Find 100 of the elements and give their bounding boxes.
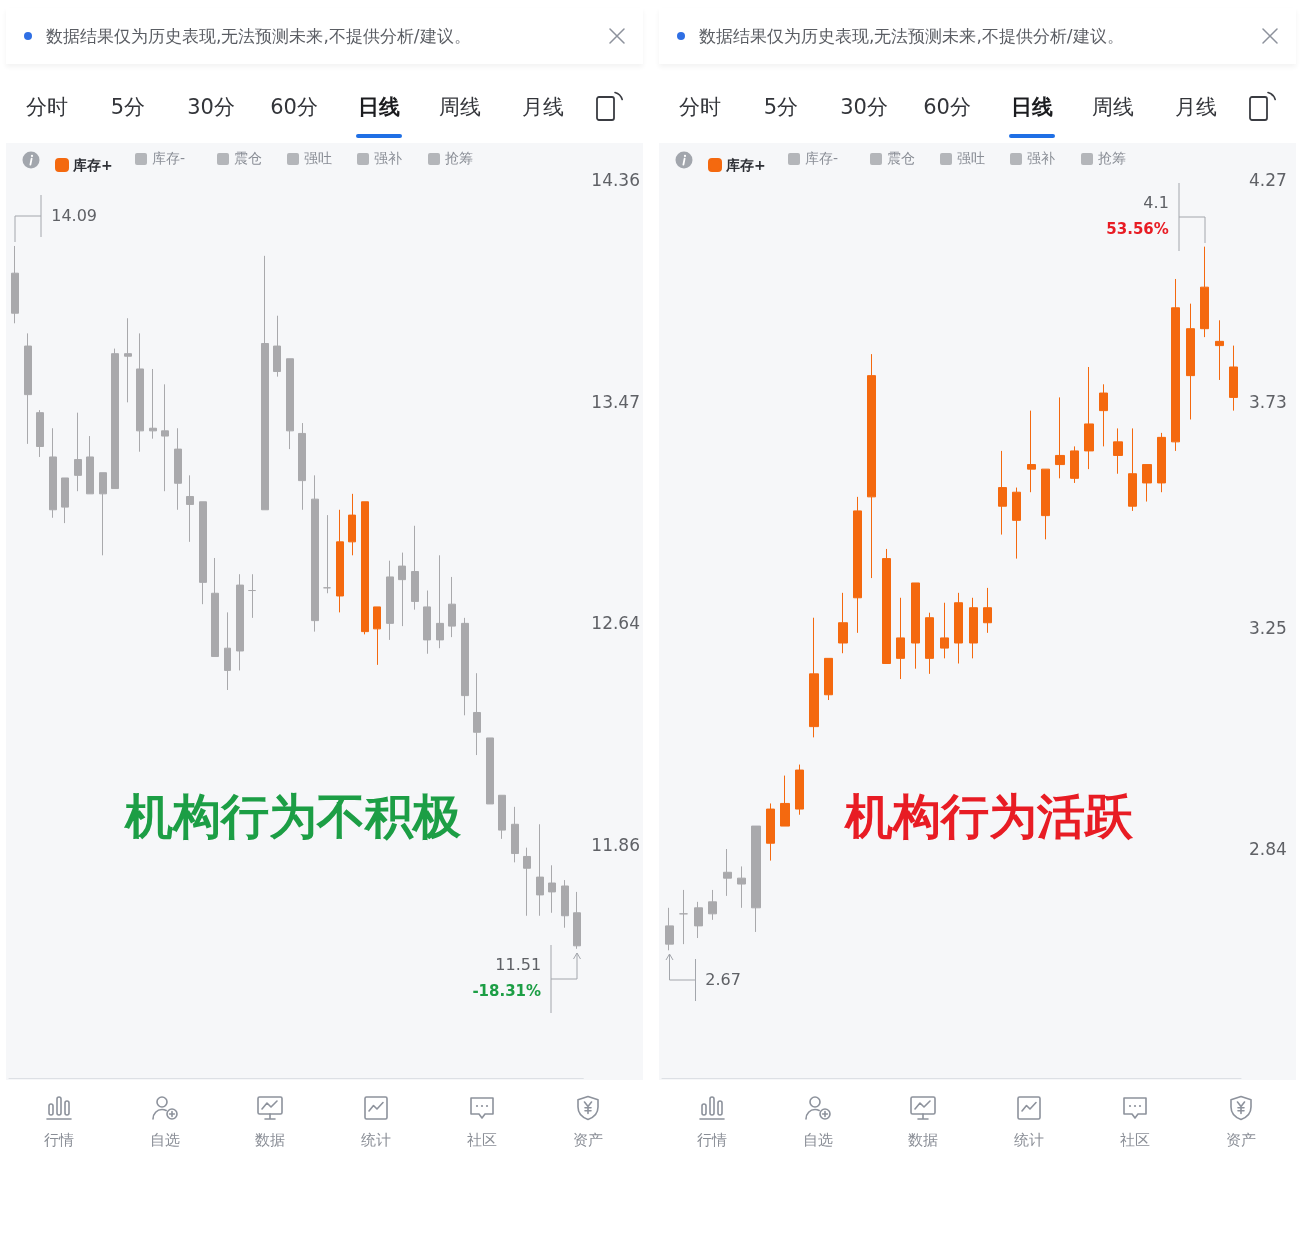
- candlestick: [298, 422, 306, 511]
- y-tick-label: 11.86: [591, 834, 640, 855]
- text: 30分: [187, 94, 235, 120]
- candlestick: [824, 657, 833, 701]
- candlestick: [882, 548, 891, 665]
- candlestick: [853, 496, 862, 634]
- candlestick: [838, 592, 848, 654]
- candlestick: [398, 552, 406, 627]
- candlestick: [679, 889, 688, 945]
- candlestick: [273, 315, 281, 378]
- text: 强吐: [304, 150, 332, 168]
- candlestick: [737, 865, 746, 909]
- candlestick: [809, 617, 819, 738]
- candlestick: [751, 825, 761, 933]
- candlestick: [336, 509, 344, 613]
- candlestick: [665, 907, 674, 951]
- y-tick-label: 4.27: [1249, 170, 1287, 190]
- candlestick: [323, 514, 331, 594]
- annotation: 53.56%: [1106, 220, 1169, 239]
- candlestick: [1186, 303, 1195, 420]
- candlestick: [561, 879, 569, 929]
- text: 自选: [803, 1131, 833, 1150]
- annotation: 2.67: [705, 970, 741, 990]
- candlestick: [1099, 383, 1108, 447]
- candlestick: [1142, 464, 1152, 503]
- candlestick: [286, 358, 294, 450]
- candlestick: [36, 409, 44, 458]
- y-tick-label: 14.36: [591, 170, 640, 190]
- candlestick: [199, 501, 207, 605]
- text: 周线: [439, 94, 481, 120]
- candlestick: [161, 383, 169, 492]
- candlestick: [694, 901, 703, 939]
- candlestick: [1128, 427, 1137, 512]
- text: 强补: [1027, 150, 1055, 168]
- candlestick: [211, 557, 219, 658]
- text: 5分: [763, 94, 799, 120]
- text: 社区: [467, 1131, 497, 1150]
- candlestick: [261, 255, 269, 511]
- candlestick: [24, 332, 32, 445]
- text: 周线: [1092, 94, 1134, 120]
- legend-label: 库存+: [72, 157, 113, 173]
- text: 社区: [1120, 1131, 1150, 1150]
- candlestick: [423, 590, 431, 655]
- candlestick: [411, 525, 419, 611]
- candlestick: [780, 775, 790, 827]
- candlestick: [436, 554, 444, 649]
- candlestick: [708, 889, 717, 921]
- text: 数据: [255, 1131, 285, 1150]
- text: 行情: [697, 1131, 727, 1150]
- candlestick: [11, 245, 19, 324]
- text: 资产: [1226, 1131, 1256, 1150]
- candlestick: [548, 864, 556, 914]
- candlestick: [573, 891, 581, 950]
- text: 抢筹: [1098, 150, 1126, 168]
- candlestick: [1084, 366, 1094, 470]
- candlestick: [473, 672, 481, 756]
- candlestick: [111, 348, 119, 490]
- candlestick: [1027, 410, 1036, 493]
- y-tick-label: 3.25: [1249, 617, 1287, 638]
- text: 统计: [361, 1131, 391, 1150]
- candlestick: [74, 412, 82, 492]
- text: 震仓: [887, 150, 915, 168]
- candlestick: [236, 573, 244, 671]
- annotation: -18.31%: [472, 982, 542, 1001]
- candlestick: [49, 427, 57, 519]
- candlestick: [124, 317, 132, 403]
- text: 分时: [26, 94, 68, 120]
- y-tick-label: 2.84: [1249, 839, 1287, 860]
- candlestick: [911, 582, 920, 670]
- candlestick: [1012, 487, 1021, 560]
- text: 月线: [522, 94, 564, 120]
- candlestick: [1070, 445, 1079, 484]
- candlestick: [536, 823, 544, 917]
- text: 数据结果仅为历史表现,无法预测未来,不提供分析/建议。: [699, 24, 1124, 48]
- text: 库存-: [805, 150, 839, 168]
- candlestick: [1041, 468, 1050, 540]
- candlestick: [795, 764, 804, 816]
- candlestick: [1229, 345, 1238, 412]
- candlestick: [486, 737, 494, 805]
- annotation: 4.1: [1143, 192, 1169, 213]
- candlestick: [896, 597, 905, 680]
- candlestick: [448, 576, 456, 638]
- y-tick-label: 12.64: [591, 613, 640, 634]
- candlestick: [461, 617, 469, 716]
- candlestick: [224, 611, 231, 691]
- text: 60分: [270, 94, 318, 120]
- candlestick: [186, 474, 194, 543]
- text: 自选: [150, 1131, 180, 1150]
- text: 库存-: [152, 150, 186, 168]
- candlestick: [766, 802, 775, 862]
- text: 日线: [1011, 94, 1053, 120]
- candlestick: [136, 332, 144, 453]
- y-tick-label: 13.47: [591, 392, 640, 413]
- candlestick: [511, 806, 519, 863]
- text: 数据结果仅为历史表现,无法预测未来,不提供分析/建议。: [46, 24, 471, 48]
- candlestick: [925, 612, 934, 675]
- candlestick: [1200, 246, 1209, 338]
- annotation: 14.09: [51, 205, 98, 226]
- candlestick: [954, 592, 963, 665]
- candlestick: [523, 847, 531, 917]
